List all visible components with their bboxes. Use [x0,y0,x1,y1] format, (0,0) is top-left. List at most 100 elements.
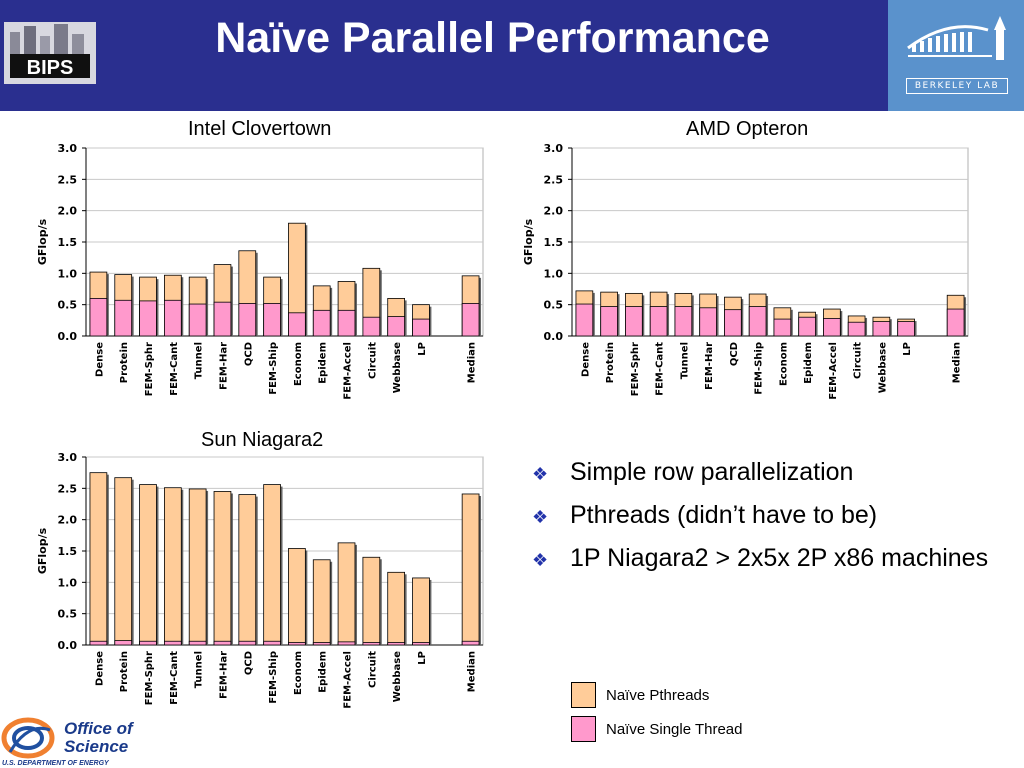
x-tick-label: QCD [243,342,254,366]
x-tick-label: Tunnel [194,651,205,688]
legend-item-single-thread: Naïve Single Thread [571,716,831,744]
y-tick-label: 1.5 [58,236,78,249]
bar-single-thread-opteron [823,318,841,337]
bar-single-thread-opteron [946,308,965,337]
chart-title-opteron: AMD Opteron [686,118,809,140]
legend-swatch-pthreads [571,682,596,708]
x-tick-label: FEM-Cant [169,342,180,396]
bar-single-thread-clovertown [387,316,405,337]
x-tick-label: Econom [778,342,789,386]
bips-logo: BIPS [4,22,96,84]
y-tick-label: 1.0 [58,576,78,589]
bar-single-thread-clovertown [188,303,207,337]
bar-pthreads-niagara [362,556,381,646]
x-tick-label: FEM-Har [218,651,229,699]
bar-single-thread-clovertown [263,303,281,337]
y-tick-label: 1.0 [544,267,564,280]
bar-pthreads-niagara [238,494,257,646]
x-tick-label: Median [952,342,963,383]
bar-single-thread-opteron [674,306,693,337]
bar-single-thread-clovertown [89,297,108,337]
bar-single-thread-opteron [748,306,767,337]
berkeley-lab-text: BERKELEY LAB [906,78,1008,94]
bar-single-thread-niagara [387,642,405,646]
x-tick-label: FEM-Sphr [630,342,641,396]
logo-line-1: Office of [64,719,135,738]
bar-single-thread-niagara [213,640,232,646]
bar-pthreads-niagara [461,493,480,646]
bullet-text: Simple row parallelization [570,458,854,486]
diamond-bullet-icon: ❖ [532,464,549,484]
x-tick-label: FEM-Ship [268,651,279,704]
y-tick-label: 1.0 [58,267,78,280]
y-tick-label: 1.5 [544,236,564,249]
y-tick-label: 0.0 [58,330,78,343]
x-tick-label: Dense [94,342,105,377]
bar-pthreads-niagara [337,542,356,646]
y-tick-label: 0.0 [544,330,564,343]
x-tick-label: FEM-Cant [169,651,180,705]
bar-single-thread-opteron [897,321,915,337]
bar-single-thread-niagara [89,640,108,646]
x-tick-label: FEM-Har [218,342,229,390]
bar-pthreads-niagara [188,488,207,646]
bar-single-thread-niagara [114,640,133,646]
y-tick-label: 0.5 [58,608,78,621]
legend-label: Naïve Single Thread [606,721,743,738]
x-tick-label: Epidem [318,342,329,384]
chart-legend: Naïve Pthreads Naïve Single Thread [571,682,831,750]
chart-title-niagara: Sun Niagara2 [201,429,324,451]
bar-single-thread-niagara [461,640,480,646]
x-tick-label: FEM-Ship [268,342,279,395]
x-tick-label: LP [417,651,428,665]
x-tick-label: Circuit [367,651,378,688]
bar-single-thread-opteron [872,321,891,337]
x-tick-label: FEM-Har [704,342,715,390]
y-axis-label: GFlop/s [36,527,49,574]
chart-opteron: 0.0 0.5 1.0 1.5 2.0 2.5 3.0 GFlop/s Dense Protein… [522,142,969,400]
bar-single-thread-opteron [649,306,668,337]
x-tick-label: FEM-Ship [754,342,765,395]
x-tick-label: FEM-Sphr [144,342,155,396]
diamond-bullet-icon: ❖ [532,507,549,527]
y-tick-label: 2.5 [58,482,78,495]
x-tick-label: Webbase [877,342,888,393]
bar-single-thread-clovertown [114,299,133,337]
bar-single-thread-niagara [412,642,430,646]
chart-title-clovertown: Intel Clovertown [188,118,332,140]
y-tick-label: 0.5 [544,299,564,312]
x-tick-label: Epidem [318,651,329,693]
bar-pthreads-niagara [139,484,157,646]
office-of-science-logo: Office of Science U.S. DEPARTMENT OF ENE… [1,717,135,767]
bar-pthreads-niagara [412,577,430,646]
bar-single-thread-opteron [847,321,866,337]
x-tick-label: LP [902,342,913,356]
bar-single-thread-niagara [139,640,157,646]
x-tick-label: FEM-Sphr [144,651,155,705]
bar-single-thread-opteron [625,306,643,337]
x-tick-label: Circuit [367,342,378,379]
bar-single-thread-clovertown [312,309,331,337]
x-tick-label: Webbase [392,342,403,393]
y-tick-label: 0.5 [58,299,78,312]
bar-single-thread-opteron [773,318,792,337]
legend-swatch-single-thread [571,716,596,742]
y-tick-label: 2.0 [58,205,78,218]
bar-single-thread-clovertown [337,309,356,337]
campanile-icon [907,16,1006,60]
bar-single-thread-clovertown [238,303,257,337]
bar-single-thread-clovertown [139,300,157,337]
x-tick-label: Tunnel [194,342,205,379]
bullet-text: 1P Niagara2 > 2x5x 2P x86 machines [570,544,989,572]
x-tick-label: Dense [580,342,591,377]
y-tick-label: 3.0 [58,142,78,155]
berkeley-lab-logo [888,0,1024,111]
x-tick-label: Econom [293,342,304,386]
bar-pthreads-niagara [263,484,281,646]
x-tick-label: Median [467,342,478,383]
x-tick-label: FEM-Accel [828,342,839,400]
bar-single-thread-clovertown [164,299,182,337]
bar-single-thread-opteron [600,306,618,337]
bar-pthreads-niagara [288,548,306,646]
